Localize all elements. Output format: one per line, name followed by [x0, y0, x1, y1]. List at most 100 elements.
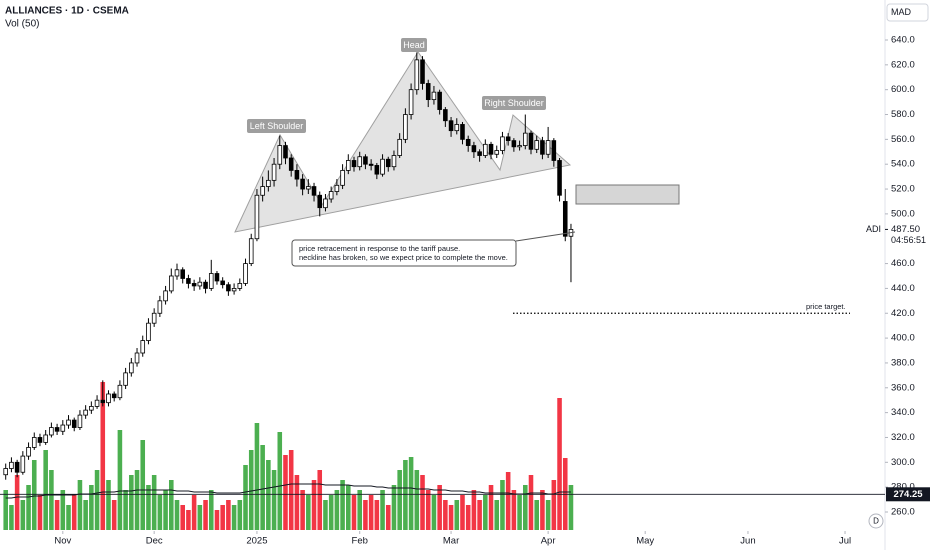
- candle-body: [334, 184, 340, 192]
- volume-bar: [89, 485, 94, 530]
- volume-bar: [226, 500, 231, 530]
- candle-body: [140, 340, 146, 354]
- volume-bar: [254, 423, 260, 530]
- candle-body: [71, 419, 77, 428]
- candle-body: [483, 143, 488, 156]
- volume-bar: [494, 500, 500, 530]
- volume-bar: [443, 500, 448, 530]
- candle-body: [169, 275, 174, 292]
- volume-bar: [3, 490, 8, 530]
- candle-body: [3, 468, 8, 476]
- countdown: 04:56:51: [891, 235, 926, 245]
- logo-button[interactable]: [868, 513, 884, 529]
- marks: [3, 52, 574, 530]
- volume-bar: [340, 480, 345, 530]
- x-tick-label: Feb: [352, 536, 368, 547]
- y-tick-label: 300.0: [891, 457, 915, 468]
- volume-bar: [363, 500, 368, 530]
- volume-bar: [129, 475, 134, 530]
- candle-body: [123, 372, 128, 386]
- volume-bar: [49, 470, 54, 530]
- candle-body: [300, 178, 305, 190]
- volume-bar: [66, 505, 71, 530]
- candle-body: [500, 136, 505, 151]
- volume-bar: [37, 495, 43, 530]
- y-tick-label: 400.0: [891, 333, 915, 344]
- candle-body: [260, 186, 265, 196]
- volume-bar: [208, 490, 214, 530]
- volume-bar: [26, 485, 31, 530]
- y-tick-label: 560.0: [891, 134, 915, 145]
- candle-body: [340, 170, 345, 186]
- volume-bar: [111, 500, 117, 530]
- volume-bar: [186, 510, 191, 530]
- candle-body: [317, 194, 323, 209]
- currency: MAD: [891, 7, 912, 17]
- label-bg: [482, 96, 546, 110]
- volume-bar: [511, 490, 517, 530]
- candle-body: [208, 273, 214, 289]
- volume-bar: [528, 475, 534, 530]
- volume-bar: [214, 510, 220, 530]
- candle-body: [271, 163, 277, 181]
- candle-body: [203, 281, 208, 289]
- candle-body: [368, 163, 374, 166]
- candle-body: [191, 283, 197, 287]
- volume-bar: [231, 505, 237, 530]
- candle-body: [397, 138, 402, 156]
- volume-bar: [346, 485, 351, 530]
- volume-bar: [220, 505, 225, 530]
- y-tick-label: 380.0: [891, 357, 915, 368]
- y-tick-label: 280.0: [891, 482, 915, 493]
- candle-body: [437, 91, 442, 110]
- candle-body: [505, 136, 511, 142]
- volume-bar: [14, 475, 20, 530]
- volume-bar: [505, 472, 511, 530]
- candle-body: [49, 427, 54, 436]
- right-shoulder-label: Right Shoulder: [484, 98, 544, 108]
- candle-body: [471, 145, 477, 153]
- callout-pointer: [515, 231, 576, 242]
- volume-bar: [71, 495, 77, 530]
- volume-bar: [237, 500, 243, 530]
- x-tick-label: Dec: [146, 536, 163, 547]
- candle-body: [351, 160, 357, 168]
- candle-body: [357, 156, 362, 168]
- head-label: Head: [403, 40, 425, 50]
- candle-body: [528, 132, 534, 150]
- candle-body: [477, 151, 482, 156]
- volume-bar: [437, 485, 442, 530]
- volume-bar: [243, 465, 248, 530]
- volume-bar: [317, 470, 323, 530]
- volume-bar: [191, 495, 197, 530]
- candle-body: [403, 114, 408, 140]
- candle-body: [408, 89, 414, 115]
- candle-body: [385, 158, 391, 168]
- volume-bar: [403, 460, 408, 530]
- x-tick-label: Mar: [443, 536, 459, 547]
- volume-bar: [123, 490, 128, 530]
- y-tick-label: 360.0: [891, 382, 915, 393]
- y-tick-label: 460.0: [891, 258, 915, 269]
- candle-body: [151, 312, 157, 324]
- candle-body: [562, 201, 568, 237]
- volume-bar: [385, 505, 391, 530]
- candle-body: [248, 238, 254, 264]
- currency-box: [886, 3, 929, 22]
- target-box: [575, 184, 680, 205]
- volume-bar: [20, 500, 26, 530]
- candle-body: [277, 145, 283, 165]
- volume-bar: [517, 495, 522, 530]
- volume-bar: [180, 505, 185, 530]
- candle-body: [374, 165, 380, 175]
- candle-body: [288, 157, 294, 171]
- x-tick-label: Jul: [839, 536, 851, 547]
- candle-body: [420, 59, 425, 84]
- volume-bar: [414, 470, 420, 530]
- volume-bar: [488, 485, 494, 530]
- volume-bar: [328, 495, 334, 530]
- candle-body: [540, 140, 545, 155]
- candle-body: [100, 399, 106, 404]
